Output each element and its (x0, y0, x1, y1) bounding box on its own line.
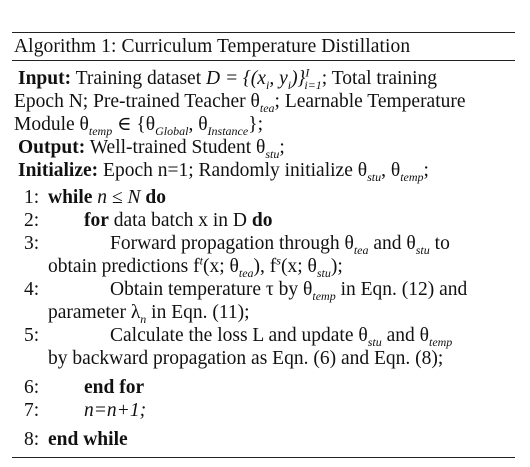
title-rule (12, 60, 515, 61)
step-7: 7: n=n+1; (24, 400, 147, 421)
bottom-rule (12, 457, 515, 458)
input-label: Input: (18, 68, 72, 89)
input-line-2: Epoch N; Pre-trained Teacher θtea; Learn… (14, 91, 466, 115)
input-line-3: Module θtemp ∈ {θGlobal, θInstance}; (14, 114, 263, 138)
output-line: Output: Well-trained Student θstu; (18, 137, 285, 161)
top-rule (12, 32, 515, 33)
step-6: 6: end for (24, 377, 145, 398)
step-5: 5: Calculate the loss L and update θstu … (24, 325, 453, 369)
initialize-line: Initialize: Epoch n=1; Randomly initiali… (18, 160, 429, 184)
algorithm-body: Input: Training dataset D = {(xi, yi)}Ii… (12, 61, 515, 451)
step-8: 8: end while (24, 429, 128, 450)
input-block: Input: Training dataset D = {(xi, yi)}Ii… (14, 65, 513, 138)
output-label: Output: (18, 137, 86, 158)
algorithm-steps: 1: while n ≤ N do 2: for data batch x in D… (14, 186, 513, 451)
initialize-label: Initialize: (18, 160, 99, 181)
input-line-1: Input: Training dataset D = {(xi, yi)}Ii… (18, 65, 438, 92)
step-4: 4: Obtain temperature τ by θtemp in Eqn.… (24, 279, 468, 326)
algorithm-title: Algorithm 1: Curriculum Temperature Dist… (14, 36, 411, 57)
algorithm-box: Algorithm 1: Curriculum Temperature Dist… (12, 32, 515, 458)
step-3: 3: Forward propagation through θtea and … (24, 233, 450, 280)
step-1: 1: while n ≤ N do (24, 187, 166, 208)
step-2: 2: for data batch x in D do (24, 210, 273, 231)
